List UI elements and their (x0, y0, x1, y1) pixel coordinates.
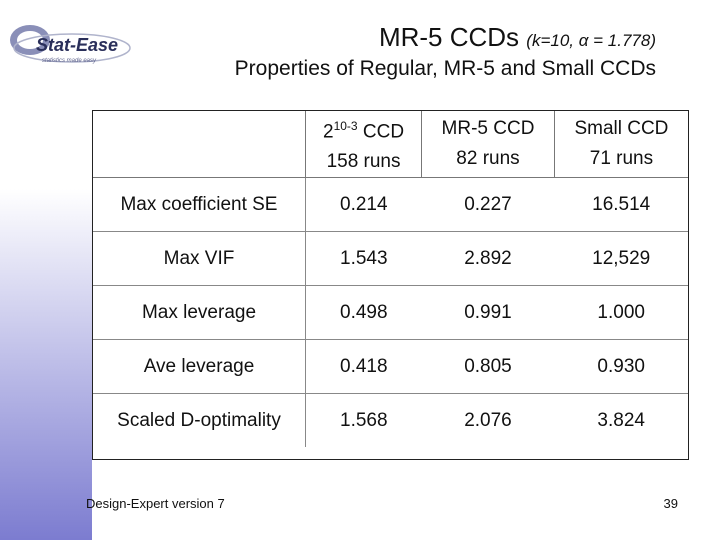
table-row: Ave leverage 0.418 0.805 0.930 (93, 339, 688, 395)
stat-ease-logo: Stat-Ease statistics made easy (10, 25, 131, 64)
row-label: Max coefficient SE (93, 177, 306, 233)
comparison-table-frame: 210-3 CCD 158 runs MR-5 CCD 82 runs Smal… (92, 110, 689, 460)
header-small-runs: 71 runs (589, 148, 654, 170)
row-label: Scaled D-optimality (93, 393, 306, 448)
title-main: MR-5 CCDs (378, 22, 520, 52)
table-cell: 0.498 (305, 285, 422, 341)
table-row: Scaled D-optimality 1.568 2.076 3.824 (93, 393, 688, 448)
table-row: Max coefficient SE 0.214 0.227 16.514 (93, 177, 688, 233)
table-cell: 0.805 (421, 339, 555, 395)
table-row: Max VIF 1.543 2.892 12,529 (93, 231, 688, 287)
table-cell: 1.543 (305, 231, 422, 287)
page-number: 39 (663, 496, 678, 511)
table-cell: 1.568 (340, 409, 388, 431)
table-cell: 16.514 (554, 177, 688, 233)
row-label: Ave leverage (93, 339, 306, 395)
table-row: Max leverage 0.498 0.991 1.000 (93, 285, 688, 341)
header-small-label: Small CCD (574, 118, 669, 140)
header-mr5-runs: 82 runs (456, 148, 520, 170)
row-label: Max VIF (93, 231, 306, 287)
slide-title: MR-5 CCDs (k=10, α = 1.778) (379, 22, 656, 53)
svg-text:Stat-Ease: Stat-Ease (36, 35, 118, 55)
table-cell: 0.214 (305, 177, 422, 233)
header-mr5-ccd: MR-5 CCD 82 runs (421, 111, 555, 179)
side-gradient-band (0, 0, 92, 540)
table-cell: 2.076 (464, 409, 512, 431)
table-cell: 0.930 (554, 339, 688, 395)
svg-text:statistics made easy: statistics made easy (42, 58, 97, 64)
comparison-table: 210-3 CCD 158 runs MR-5 CCD 82 runs Smal… (93, 111, 688, 448)
footer-text: Design-Expert version 7 (86, 496, 225, 511)
slide-subtitle: Properties of Regular, MR-5 and Small CC… (234, 57, 656, 80)
header-regular-exponent: 10-3 (333, 119, 358, 133)
table-header-row: 210-3 CCD 158 runs MR-5 CCD 82 runs Smal… (93, 111, 688, 179)
table-cell: 12,529 (554, 231, 688, 287)
table-cell: 3.824 (597, 409, 645, 431)
row-label: Max leverage (93, 285, 306, 341)
title-params: (k=10, α = 1.778) (526, 31, 656, 50)
header-small-ccd: Small CCD 71 runs (554, 111, 688, 179)
table-cell: 1.000 (554, 285, 688, 341)
table-cell: 0.991 (421, 285, 555, 341)
header-empty-cell (93, 111, 306, 179)
header-regular-base: 2 (323, 121, 334, 143)
table-cell: 2.892 (421, 231, 555, 287)
header-regular-rest: CCD (357, 121, 405, 143)
table-cell: 0.227 (421, 177, 555, 233)
header-regular-ccd: 210-3 CCD 158 runs (305, 111, 423, 179)
header-mr5-label: MR-5 CCD (441, 118, 535, 140)
header-regular-runs: 158 runs (326, 151, 401, 173)
table-cell: 0.418 (305, 339, 422, 395)
